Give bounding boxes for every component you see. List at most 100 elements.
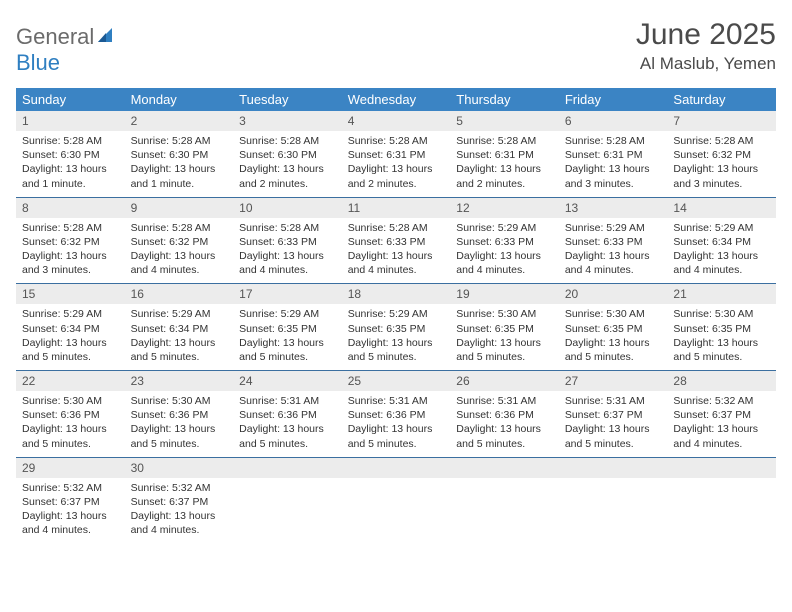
day-cell: 2Sunrise: 5:28 AMSunset: 6:30 PMDaylight… (125, 111, 234, 197)
daylight-line: Daylight: 13 hours and 5 minutes. (565, 336, 662, 364)
empty-cell (342, 458, 451, 544)
day-cell: 23Sunrise: 5:30 AMSunset: 6:36 PMDayligh… (125, 371, 234, 457)
day-number: 29 (16, 458, 125, 478)
day-cell: 4Sunrise: 5:28 AMSunset: 6:31 PMDaylight… (342, 111, 451, 197)
sunrise-line: Sunrise: 5:29 AM (456, 221, 553, 235)
sunset-line: Sunset: 6:30 PM (131, 148, 228, 162)
sunset-line: Sunset: 6:30 PM (22, 148, 119, 162)
day-number: 30 (125, 458, 234, 478)
daylight-line: Daylight: 13 hours and 2 minutes. (456, 162, 553, 190)
day-cell: 5Sunrise: 5:28 AMSunset: 6:31 PMDaylight… (450, 111, 559, 197)
day-number: 15 (16, 284, 125, 304)
day-number: 11 (342, 198, 451, 218)
weekday-header: Friday (559, 88, 668, 111)
empty-cell (233, 458, 342, 544)
daylight-line: Daylight: 13 hours and 1 minute. (131, 162, 228, 190)
day-number: 14 (667, 198, 776, 218)
daylight-line: Daylight: 13 hours and 4 minutes. (565, 249, 662, 277)
empty-day-number (450, 458, 559, 478)
day-details: Sunrise: 5:29 AMSunset: 6:33 PMDaylight:… (450, 218, 559, 284)
sunrise-line: Sunrise: 5:30 AM (22, 394, 119, 408)
day-details: Sunrise: 5:32 AMSunset: 6:37 PMDaylight:… (667, 391, 776, 457)
daylight-line: Daylight: 13 hours and 5 minutes. (22, 336, 119, 364)
day-details: Sunrise: 5:31 AMSunset: 6:37 PMDaylight:… (559, 391, 668, 457)
sunrise-line: Sunrise: 5:30 AM (673, 307, 770, 321)
sunset-line: Sunset: 6:34 PM (673, 235, 770, 249)
day-number: 16 (125, 284, 234, 304)
daylight-line: Daylight: 13 hours and 5 minutes. (565, 422, 662, 450)
day-number: 21 (667, 284, 776, 304)
day-details: Sunrise: 5:32 AMSunset: 6:37 PMDaylight:… (125, 478, 234, 544)
sunrise-line: Sunrise: 5:29 AM (673, 221, 770, 235)
sunset-line: Sunset: 6:35 PM (673, 322, 770, 336)
empty-cell (559, 458, 668, 544)
day-details: Sunrise: 5:31 AMSunset: 6:36 PMDaylight:… (342, 391, 451, 457)
day-number: 28 (667, 371, 776, 391)
sunset-line: Sunset: 6:36 PM (348, 408, 445, 422)
sunset-line: Sunset: 6:33 PM (565, 235, 662, 249)
sunrise-line: Sunrise: 5:28 AM (239, 134, 336, 148)
day-details: Sunrise: 5:32 AMSunset: 6:37 PMDaylight:… (16, 478, 125, 544)
day-details: Sunrise: 5:28 AMSunset: 6:32 PMDaylight:… (667, 131, 776, 197)
day-details: Sunrise: 5:29 AMSunset: 6:35 PMDaylight:… (233, 304, 342, 370)
day-number: 18 (342, 284, 451, 304)
day-cell: 14 Sunrise: 5:29 AMSunset: 6:34 PMDayligh… (667, 198, 776, 284)
day-cell: 21 Sunrise: 5:30 AMSunset: 6:35 PMDayligh… (667, 284, 776, 370)
weekday-header: Wednesday (342, 88, 451, 111)
day-cell: 8Sunrise: 5:28 AMSunset: 6:32 PMDaylight… (16, 198, 125, 284)
sunrise-line: Sunrise: 5:30 AM (131, 394, 228, 408)
sunrise-line: Sunrise: 5:31 AM (456, 394, 553, 408)
daylight-line: Daylight: 13 hours and 5 minutes. (348, 336, 445, 364)
sunrise-line: Sunrise: 5:28 AM (22, 134, 119, 148)
daylight-line: Daylight: 13 hours and 3 minutes. (673, 162, 770, 190)
sunrise-line: Sunrise: 5:29 AM (239, 307, 336, 321)
weekday-header: Monday (125, 88, 234, 111)
week-row: 15Sunrise: 5:29 AMSunset: 6:34 PMDayligh… (16, 284, 776, 371)
day-cell: 9Sunrise: 5:28 AMSunset: 6:32 PMDaylight… (125, 198, 234, 284)
daylight-line: Daylight: 13 hours and 1 minute. (22, 162, 119, 190)
sunrise-line: Sunrise: 5:28 AM (565, 134, 662, 148)
sunset-line: Sunset: 6:34 PM (22, 322, 119, 336)
sunset-line: Sunset: 6:35 PM (348, 322, 445, 336)
logo-text-general: General (16, 24, 94, 49)
header: General Blue June 2025 Al Maslub, Yemen (16, 18, 776, 76)
day-number: 2 (125, 111, 234, 131)
day-cell: 17Sunrise: 5:29 AMSunset: 6:35 PMDayligh… (233, 284, 342, 370)
sunset-line: Sunset: 6:30 PM (239, 148, 336, 162)
weekday-header: Sunday (16, 88, 125, 111)
daylight-line: Daylight: 13 hours and 5 minutes. (131, 336, 228, 364)
day-details: Sunrise: 5:30 AMSunset: 6:36 PMDaylight:… (125, 391, 234, 457)
day-cell: 3Sunrise: 5:28 AMSunset: 6:30 PMDaylight… (233, 111, 342, 197)
week-row: 1Sunrise: 5:28 AMSunset: 6:30 PMDaylight… (16, 111, 776, 198)
sunset-line: Sunset: 6:31 PM (348, 148, 445, 162)
day-number: 25 (342, 371, 451, 391)
sunset-line: Sunset: 6:37 PM (673, 408, 770, 422)
daylight-line: Daylight: 13 hours and 4 minutes. (673, 249, 770, 277)
daylight-line: Daylight: 13 hours and 4 minutes. (348, 249, 445, 277)
day-details: Sunrise: 5:29 AMSunset: 6:35 PMDaylight:… (342, 304, 451, 370)
logo-text-blue: Blue (16, 50, 60, 75)
sunset-line: Sunset: 6:37 PM (565, 408, 662, 422)
day-cell: 30Sunrise: 5:32 AMSunset: 6:37 PMDayligh… (125, 458, 234, 544)
day-number: 1 (16, 111, 125, 131)
day-details: Sunrise: 5:31 AMSunset: 6:36 PMDaylight:… (233, 391, 342, 457)
day-number: 9 (125, 198, 234, 218)
sunset-line: Sunset: 6:36 PM (22, 408, 119, 422)
sunrise-line: Sunrise: 5:30 AM (456, 307, 553, 321)
daylight-line: Daylight: 13 hours and 5 minutes. (673, 336, 770, 364)
calendar: Sunday Monday Tuesday Wednesday Thursday… (16, 88, 776, 543)
sunset-line: Sunset: 6:34 PM (131, 322, 228, 336)
location: Al Maslub, Yemen (636, 54, 776, 74)
day-cell: 27Sunrise: 5:31 AMSunset: 6:37 PMDayligh… (559, 371, 668, 457)
daylight-line: Daylight: 13 hours and 5 minutes. (239, 422, 336, 450)
weekday-header: Saturday (667, 88, 776, 111)
daylight-line: Daylight: 13 hours and 2 minutes. (239, 162, 336, 190)
day-number: 8 (16, 198, 125, 218)
day-details: Sunrise: 5:28 AMSunset: 6:33 PMDaylight:… (233, 218, 342, 284)
daylight-line: Daylight: 13 hours and 5 minutes. (239, 336, 336, 364)
sunset-line: Sunset: 6:37 PM (131, 495, 228, 509)
day-details: Sunrise: 5:28 AMSunset: 6:31 PMDaylight:… (450, 131, 559, 197)
day-cell: 18Sunrise: 5:29 AMSunset: 6:35 PMDayligh… (342, 284, 451, 370)
sunset-line: Sunset: 6:35 PM (239, 322, 336, 336)
title-block: June 2025 Al Maslub, Yemen (636, 18, 776, 74)
